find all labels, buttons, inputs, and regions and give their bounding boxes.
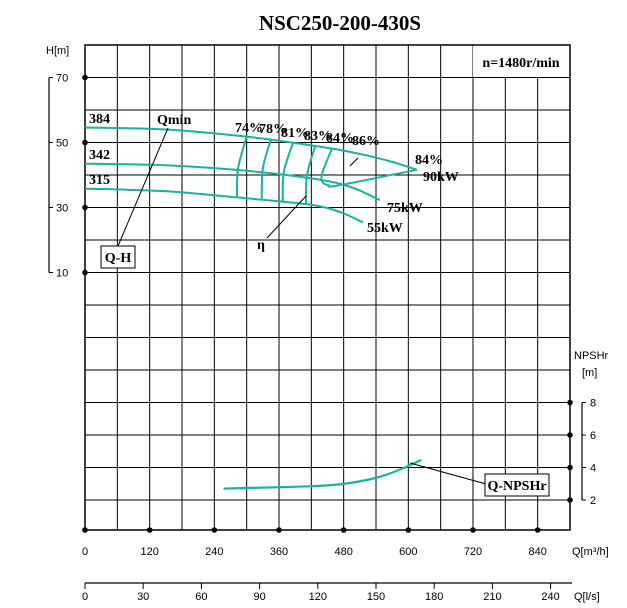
eff-label-84-right: 84%: [415, 153, 443, 168]
speed-box: [473, 46, 569, 77]
x2-axis-tick-label: 30: [137, 591, 149, 603]
y-axis-dot: [82, 139, 88, 146]
y2-axis-label-bottom: [m]: [582, 367, 597, 379]
x-axis-tick-label: 720: [464, 546, 482, 558]
eff-label-84: 84%: [326, 131, 354, 146]
qh-label: Q-H: [105, 251, 132, 266]
x-axis-dot: [470, 527, 476, 533]
x-axis-tick-label: 240: [205, 546, 223, 558]
y-axis-tick-label: 50: [56, 138, 68, 150]
npsh-label: Q-NPSHr: [487, 479, 546, 494]
y2-axis-dot: [567, 432, 573, 438]
x-axis-dot: [146, 527, 153, 533]
efficiency-contour-74: [235, 136, 248, 198]
x-axis-dot: [276, 527, 282, 533]
x-axis-tick-label: 600: [399, 546, 417, 558]
eff-label-81: 81%: [281, 126, 309, 141]
grid: [85, 45, 570, 530]
y-axis-tick-label: 70: [56, 73, 68, 85]
x-axis-tick-label: 480: [334, 546, 352, 558]
eff-label-86: 86%: [352, 134, 380, 149]
curves: [84, 126, 422, 490]
y2-axis-dot: [567, 497, 573, 503]
y2-axis-tick-label: 2: [590, 495, 596, 507]
x-axis-dot: [211, 527, 218, 533]
power-label-55kw: 55kW: [367, 221, 403, 236]
y2-axis-label-top: NPSHr: [574, 350, 609, 362]
efficiency-contour-81: [281, 142, 294, 202]
npshr-curve: [223, 458, 422, 490]
y2-axis-tick-label: 6: [590, 430, 596, 442]
qmin-leader: [117, 127, 169, 247]
qh-curve-342: [84, 162, 381, 201]
x2-axis-tick-label: 210: [483, 591, 501, 603]
y2-axis-tick-label: 4: [590, 463, 596, 475]
x2-axis-tick-label: 150: [367, 591, 385, 603]
eff-label-83: 83%: [304, 129, 332, 144]
eff-label-78: 78%: [259, 122, 287, 137]
x-axis-dot: [340, 527, 347, 533]
x2-axis-label: Q[l/s]: [574, 591, 600, 603]
y2-axis-dot: [567, 399, 573, 406]
chart-title: NSC250-200-430S: [259, 11, 421, 35]
x-axis-dot: [82, 527, 88, 533]
y-axis-dot: [82, 74, 88, 81]
y2-axis-tick-label: 8: [590, 398, 596, 410]
x-axis-label: Q[m³/h]: [572, 546, 609, 558]
power-label-90kw: 90kW: [423, 170, 459, 185]
y-axis-tick-label: 30: [56, 203, 68, 215]
x2-axis-tick-label: 0: [82, 591, 88, 603]
eta-leader: [266, 195, 307, 239]
plot-frame: [84, 44, 571, 531]
x-axis-tick-label: 360: [270, 546, 288, 558]
curve-label-315: 315: [89, 173, 110, 188]
y-axis-tick-label: 10: [56, 268, 68, 280]
curve-label-342: 342: [89, 148, 110, 163]
x2-axis-tick-label: 120: [309, 591, 327, 603]
eff-label-74: 74%: [235, 121, 263, 136]
axes: 70 50 30 10 8 6 4 2 0 120 240 360 480 600 720 840 0 30 60 9…: [48, 73, 596, 603]
qh-curve-315: [84, 187, 364, 224]
x2-axis-tick-label: 60: [195, 591, 207, 603]
qh-curve-384: [84, 126, 418, 171]
x-axis-dot: [534, 527, 541, 533]
x2-axis-tick-label: 90: [253, 591, 265, 603]
x-axis-tick-label: 840: [528, 546, 546, 558]
x-axis-dot: [405, 527, 412, 533]
speed-label: n=1480r/min: [482, 56, 559, 71]
y-axis-label: H[m]: [46, 45, 69, 57]
qmin-label: Qmin: [157, 113, 191, 128]
curve-label-384: 384: [89, 112, 110, 127]
power-label-75kw: 75kW: [387, 201, 423, 216]
npsh-leader: [409, 462, 487, 485]
efficiency-contour-83: [304, 146, 317, 204]
efficiency-contour-84: [320, 148, 418, 188]
eff86-leader: [349, 157, 359, 167]
eta-label: η: [257, 238, 265, 253]
y-axis-dot: [82, 269, 88, 276]
y-axis-dot: [82, 204, 88, 211]
y2-axis-dot: [567, 464, 573, 471]
x-axis-tick-label: 120: [140, 546, 158, 558]
efficiency-contour-78: [260, 139, 272, 199]
x-axis-tick-label: 0: [82, 546, 88, 558]
npsh-box: [484, 473, 550, 497]
x2-axis-tick-label: 180: [425, 591, 443, 603]
qh-box: [100, 245, 136, 269]
x2-axis-tick-label: 240: [541, 591, 559, 603]
